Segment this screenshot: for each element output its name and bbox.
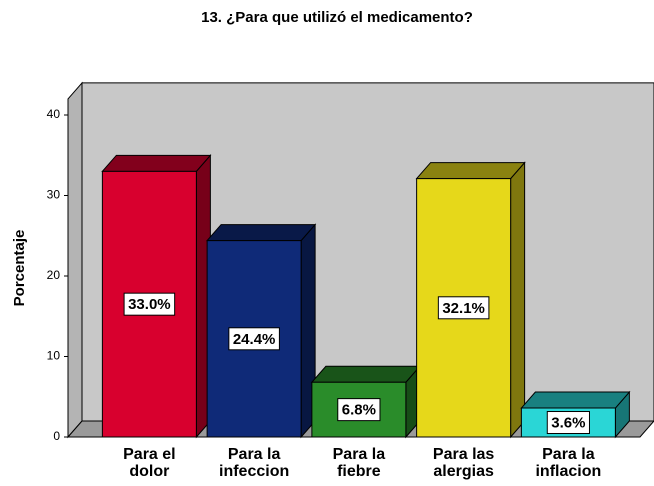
x-tick-label: Para las alergias [432, 446, 495, 480]
bar-top [101, 154, 212, 172]
bar-top [206, 224, 317, 242]
y-tick-label: 20 [47, 268, 61, 282]
value-label-box [228, 327, 280, 351]
x-tick-label: Para la infeccion [219, 446, 290, 480]
value-label: 33.0% [128, 296, 171, 313]
bar-top [520, 391, 631, 409]
y-tick-label: 40 [47, 107, 61, 121]
bar-top [415, 162, 526, 180]
left-wall [67, 81, 83, 439]
y-tick-label: 10 [47, 349, 61, 363]
x-tick-label: Para el dolor [123, 446, 176, 480]
x-tick-label: Para la fiebre [332, 446, 386, 480]
bar-top [310, 365, 421, 383]
value-label: 6.8% [342, 402, 376, 419]
y-axis-label: Porcentaje [11, 230, 28, 307]
y-tick-label: 0 [53, 429, 60, 443]
chart-title: 13. ¿Para que utilizó el medicamento? [201, 9, 473, 26]
value-label: 3.6% [551, 414, 585, 431]
value-label-box [123, 292, 176, 316]
value-label-box [337, 398, 381, 422]
value-label-box [546, 411, 590, 435]
y-tick-label: 30 [47, 188, 61, 202]
value-label-box [437, 296, 490, 320]
value-label: 32.1% [442, 300, 485, 317]
x-tick-label: Para la inflacion [535, 446, 602, 480]
bar-side [510, 161, 526, 439]
value-label: 24.4% [233, 331, 276, 348]
